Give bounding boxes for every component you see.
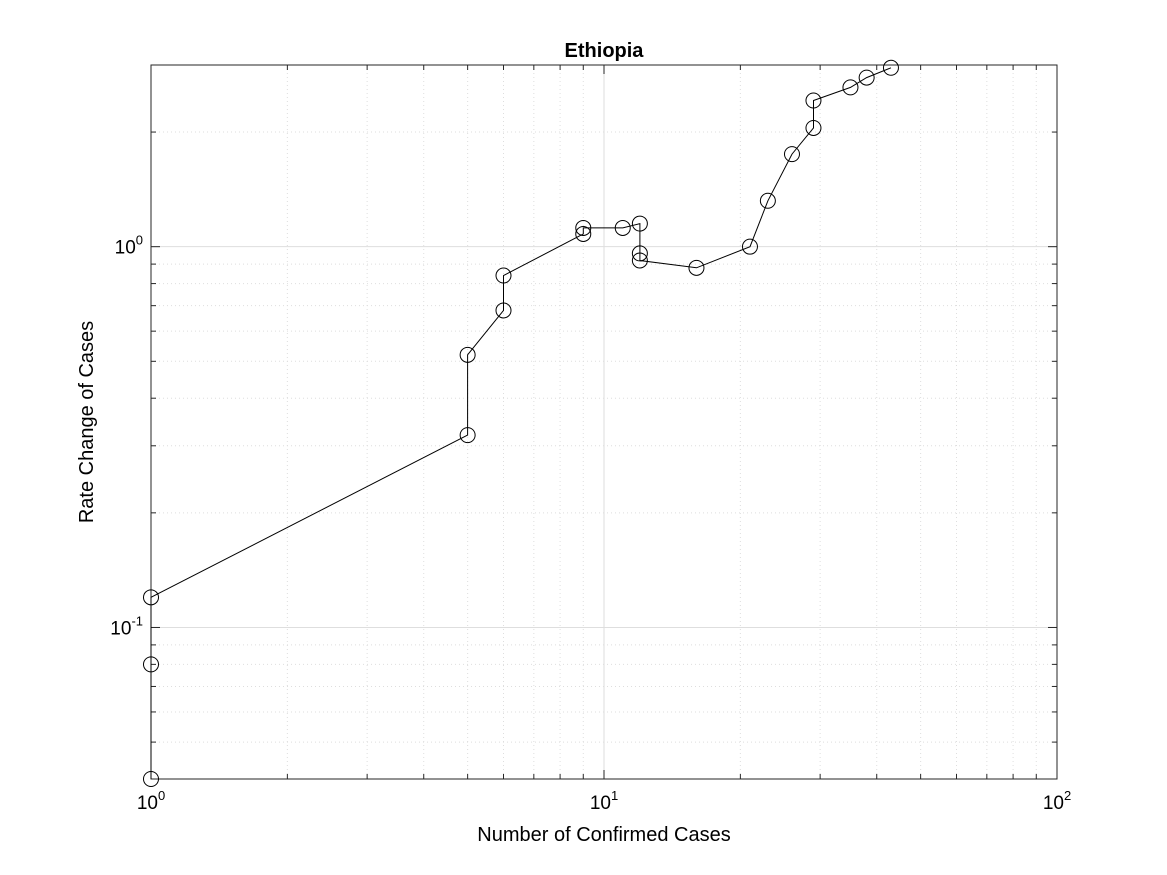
data-point: [459, 427, 476, 444]
data-point: [575, 219, 592, 236]
data-point: [459, 346, 476, 363]
series-line: [150, 67, 892, 779]
data-point: [805, 119, 822, 136]
data-point: [495, 267, 512, 284]
x-tick-label: 101: [590, 788, 618, 814]
data-point: [741, 238, 758, 255]
data-point: [614, 219, 631, 236]
data-point: [759, 192, 776, 209]
data-point: [143, 771, 159, 787]
data-point: [575, 225, 592, 242]
data-point: [143, 589, 159, 606]
data-point: [688, 259, 705, 276]
y-tick-label: 100: [115, 233, 143, 259]
data-point: [783, 146, 800, 163]
axis-ticks: [150, 64, 1057, 780]
data-point: [858, 69, 875, 86]
data-point: [495, 302, 512, 319]
data-point: [631, 215, 648, 232]
chart-title: Ethiopia: [565, 40, 645, 62]
x-axis-label: Number of Confirmed Cases: [477, 824, 730, 846]
tick-labels: 100 101 102 10-1 100: [110, 233, 1071, 814]
data-point: [631, 245, 648, 262]
x-tick-label: 100: [137, 788, 165, 814]
data-point: [143, 656, 159, 673]
y-tick-label: 10-1: [110, 613, 143, 639]
data-point: [882, 59, 899, 76]
x-tick-label: 102: [1043, 788, 1071, 814]
y-axis-label: Rate Change of Cases: [76, 321, 98, 523]
data-point: [631, 252, 648, 269]
data-point: [842, 79, 859, 96]
data-series: [143, 59, 899, 787]
grid-lines: [150, 64, 1057, 780]
data-point: [805, 92, 822, 109]
